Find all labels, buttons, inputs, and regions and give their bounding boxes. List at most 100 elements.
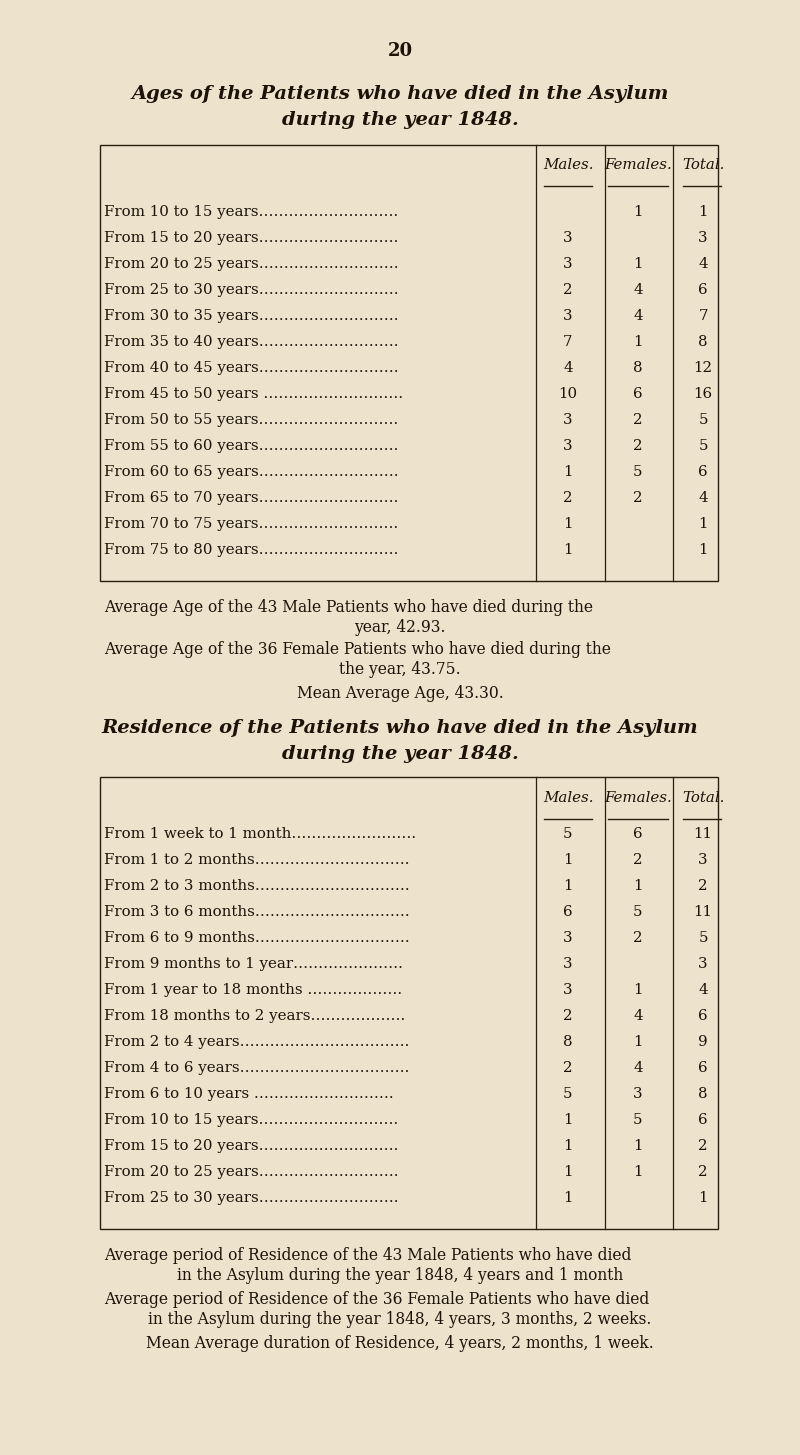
Text: 5: 5: [634, 466, 642, 479]
Text: Average period of Residence of the 43 Male Patients who have died: Average period of Residence of the 43 Ma…: [104, 1247, 631, 1264]
Text: 1: 1: [634, 879, 642, 893]
Text: 6: 6: [698, 284, 708, 297]
Text: 6: 6: [633, 387, 643, 402]
Text: 9: 9: [698, 1035, 708, 1049]
Text: Average Age of the 36 Female Patients who have died during the: Average Age of the 36 Female Patients wh…: [104, 642, 611, 658]
Text: From 30 to 35 years……………………….: From 30 to 35 years……………………….: [104, 308, 398, 323]
Text: 2: 2: [563, 490, 573, 505]
Text: 1: 1: [563, 1139, 573, 1152]
Text: 4: 4: [698, 258, 708, 271]
Text: 6: 6: [563, 905, 573, 920]
Text: Average Age of the 43 Male Patients who have died during the: Average Age of the 43 Male Patients who …: [104, 599, 593, 615]
Text: From 2 to 4 years…………………………….: From 2 to 4 years…………………………….: [104, 1035, 410, 1049]
Text: Ages of the Patients who have died in the Asylum: Ages of the Patients who have died in th…: [131, 84, 669, 103]
Text: From 70 to 75 years……………………….: From 70 to 75 years……………………….: [104, 517, 398, 531]
Text: Residence of the Patients who have died in the Asylum: Residence of the Patients who have died …: [102, 719, 698, 738]
Text: 2: 2: [563, 1008, 573, 1023]
Text: From 65 to 70 years……………………….: From 65 to 70 years……………………….: [104, 490, 398, 505]
Text: 8: 8: [698, 335, 708, 349]
Text: 4: 4: [633, 308, 643, 323]
Text: 5: 5: [563, 1087, 573, 1101]
Text: 1: 1: [698, 543, 708, 557]
Text: 8: 8: [698, 1087, 708, 1101]
Text: 2: 2: [633, 853, 643, 867]
Text: 11: 11: [694, 905, 713, 920]
Text: From 50 to 55 years……………………….: From 50 to 55 years……………………….: [104, 413, 398, 426]
Text: in the Asylum during the year 1848, 4 years, 3 months, 2 weeks.: in the Asylum during the year 1848, 4 ye…: [148, 1311, 652, 1328]
Text: Males.: Males.: [542, 792, 594, 805]
Text: From 20 to 25 years……………………….: From 20 to 25 years……………………….: [104, 258, 398, 271]
Text: From 9 months to 1 year………………….: From 9 months to 1 year………………….: [104, 957, 403, 970]
Text: 10: 10: [558, 387, 578, 402]
Text: Females.: Females.: [604, 159, 672, 172]
Text: From 40 to 45 years……………………….: From 40 to 45 years……………………….: [104, 361, 398, 375]
Text: during the year 1848.: during the year 1848.: [282, 745, 518, 762]
Text: the year, 43.75.: the year, 43.75.: [339, 661, 461, 678]
Text: 3: 3: [633, 1087, 643, 1101]
Text: From 18 months to 2 years……………….: From 18 months to 2 years……………….: [104, 1008, 406, 1023]
Text: From 2 to 3 months………………………….: From 2 to 3 months………………………….: [104, 879, 410, 893]
Text: in the Asylum during the year 1848, 4 years and 1 month: in the Asylum during the year 1848, 4 ye…: [177, 1267, 623, 1283]
Text: 8: 8: [633, 361, 643, 375]
Text: 3: 3: [563, 957, 573, 970]
Text: From 10 to 15 years……………………….: From 10 to 15 years……………………….: [104, 205, 398, 220]
Text: 6: 6: [698, 1061, 708, 1075]
Text: 1: 1: [563, 879, 573, 893]
Text: 5: 5: [698, 439, 708, 453]
Text: 2: 2: [633, 413, 643, 426]
Text: 1: 1: [563, 1165, 573, 1179]
Text: 2: 2: [633, 931, 643, 944]
Text: 4: 4: [633, 1061, 643, 1075]
Bar: [100, 777, 718, 1229]
Text: 11: 11: [694, 826, 713, 841]
Text: From 1 year to 18 months ……………….: From 1 year to 18 months ……………….: [104, 984, 402, 997]
Text: Males.: Males.: [542, 159, 594, 172]
Text: Mean Average duration of Residence, 4 years, 2 months, 1 week.: Mean Average duration of Residence, 4 ye…: [146, 1336, 654, 1352]
Text: 2: 2: [698, 1165, 708, 1179]
Text: From 15 to 20 years……………………….: From 15 to 20 years……………………….: [104, 231, 398, 244]
Text: Total.: Total.: [682, 159, 724, 172]
Text: 3: 3: [563, 231, 573, 244]
Text: 7: 7: [563, 335, 573, 349]
Text: From 1 to 2 months………………………….: From 1 to 2 months………………………….: [104, 853, 410, 867]
Text: From 6 to 9 months………………………….: From 6 to 9 months………………………….: [104, 931, 410, 944]
Text: 3: 3: [563, 413, 573, 426]
Text: 20: 20: [387, 42, 413, 60]
Text: 1: 1: [563, 543, 573, 557]
Text: From 75 to 80 years……………………….: From 75 to 80 years……………………….: [104, 543, 398, 557]
Text: From 6 to 10 years ……………………….: From 6 to 10 years ……………………….: [104, 1087, 394, 1101]
Text: From 20 to 25 years……………………….: From 20 to 25 years……………………….: [104, 1165, 398, 1179]
Text: 16: 16: [694, 387, 713, 402]
Text: Average period of Residence of the 36 Female Patients who have died: Average period of Residence of the 36 Fe…: [104, 1291, 650, 1308]
Text: From 1 week to 1 month…………………….: From 1 week to 1 month…………………….: [104, 826, 416, 841]
Text: 4: 4: [698, 984, 708, 997]
Text: 7: 7: [698, 308, 708, 323]
Text: 3: 3: [563, 308, 573, 323]
Text: Mean Average Age, 43.30.: Mean Average Age, 43.30.: [297, 685, 503, 701]
Text: 3: 3: [563, 984, 573, 997]
Text: 1: 1: [634, 1035, 642, 1049]
Text: From 55 to 60 years……………………….: From 55 to 60 years……………………….: [104, 439, 398, 453]
Text: 5: 5: [634, 1113, 642, 1128]
Text: 3: 3: [563, 931, 573, 944]
Text: 1: 1: [563, 1192, 573, 1205]
Text: 1: 1: [634, 205, 642, 220]
Text: 1: 1: [698, 517, 708, 531]
Text: 4: 4: [633, 1008, 643, 1023]
Text: 2: 2: [698, 1139, 708, 1152]
Text: Total.: Total.: [682, 792, 724, 805]
Text: 1: 1: [698, 1192, 708, 1205]
Text: 4: 4: [563, 361, 573, 375]
Bar: [100, 146, 718, 581]
Text: 1: 1: [634, 258, 642, 271]
Text: 5: 5: [698, 413, 708, 426]
Text: 12: 12: [694, 361, 713, 375]
Text: year, 42.93.: year, 42.93.: [354, 618, 446, 636]
Text: 4: 4: [633, 284, 643, 297]
Text: 3: 3: [698, 231, 708, 244]
Text: 2: 2: [633, 439, 643, 453]
Text: 1: 1: [634, 335, 642, 349]
Text: 4: 4: [698, 490, 708, 505]
Text: From 15 to 20 years……………………….: From 15 to 20 years……………………….: [104, 1139, 398, 1152]
Text: From 25 to 30 years……………………….: From 25 to 30 years……………………….: [104, 1192, 398, 1205]
